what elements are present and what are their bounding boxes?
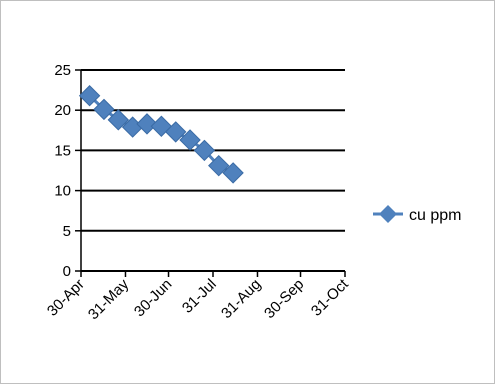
legend-diamond-marker [379, 205, 397, 223]
y-axis-tick-labels: 0 5 10 15 20 25 [54, 62, 71, 280]
axes [75, 69, 346, 277]
data-point [78, 85, 101, 107]
y-tick-label: 5 [63, 223, 71, 240]
x-tick-label: 30-Jun [131, 276, 175, 320]
data-point [150, 115, 173, 137]
y-tick-label: 20 [54, 102, 71, 119]
data-point [107, 109, 130, 131]
y-tick-label: 10 [54, 183, 71, 200]
data-point [193, 139, 216, 162]
legend-label: cu ppm [409, 207, 461, 224]
y-tick-label: 15 [54, 142, 71, 159]
data-point [179, 129, 201, 151]
y-tick-label: 0 [63, 263, 71, 280]
x-tick-label: 30-Sep [261, 276, 307, 322]
data-point [93, 98, 115, 121]
data-point [222, 162, 244, 184]
x-tick-label: 30-Apr [44, 276, 88, 320]
series-cu-ppm [78, 85, 244, 184]
x-tick-label: 31-Jul [179, 276, 220, 317]
x-tick-label: 31-Oct [308, 275, 352, 319]
legend: cu ppm [373, 205, 461, 224]
y-tick-label: 25 [54, 62, 71, 79]
x-tick-label: 31-Aug [218, 276, 264, 322]
data-point [164, 121, 187, 143]
data-point [208, 154, 230, 177]
x-tick-label: 31-May [85, 275, 133, 323]
data-point [136, 113, 158, 135]
